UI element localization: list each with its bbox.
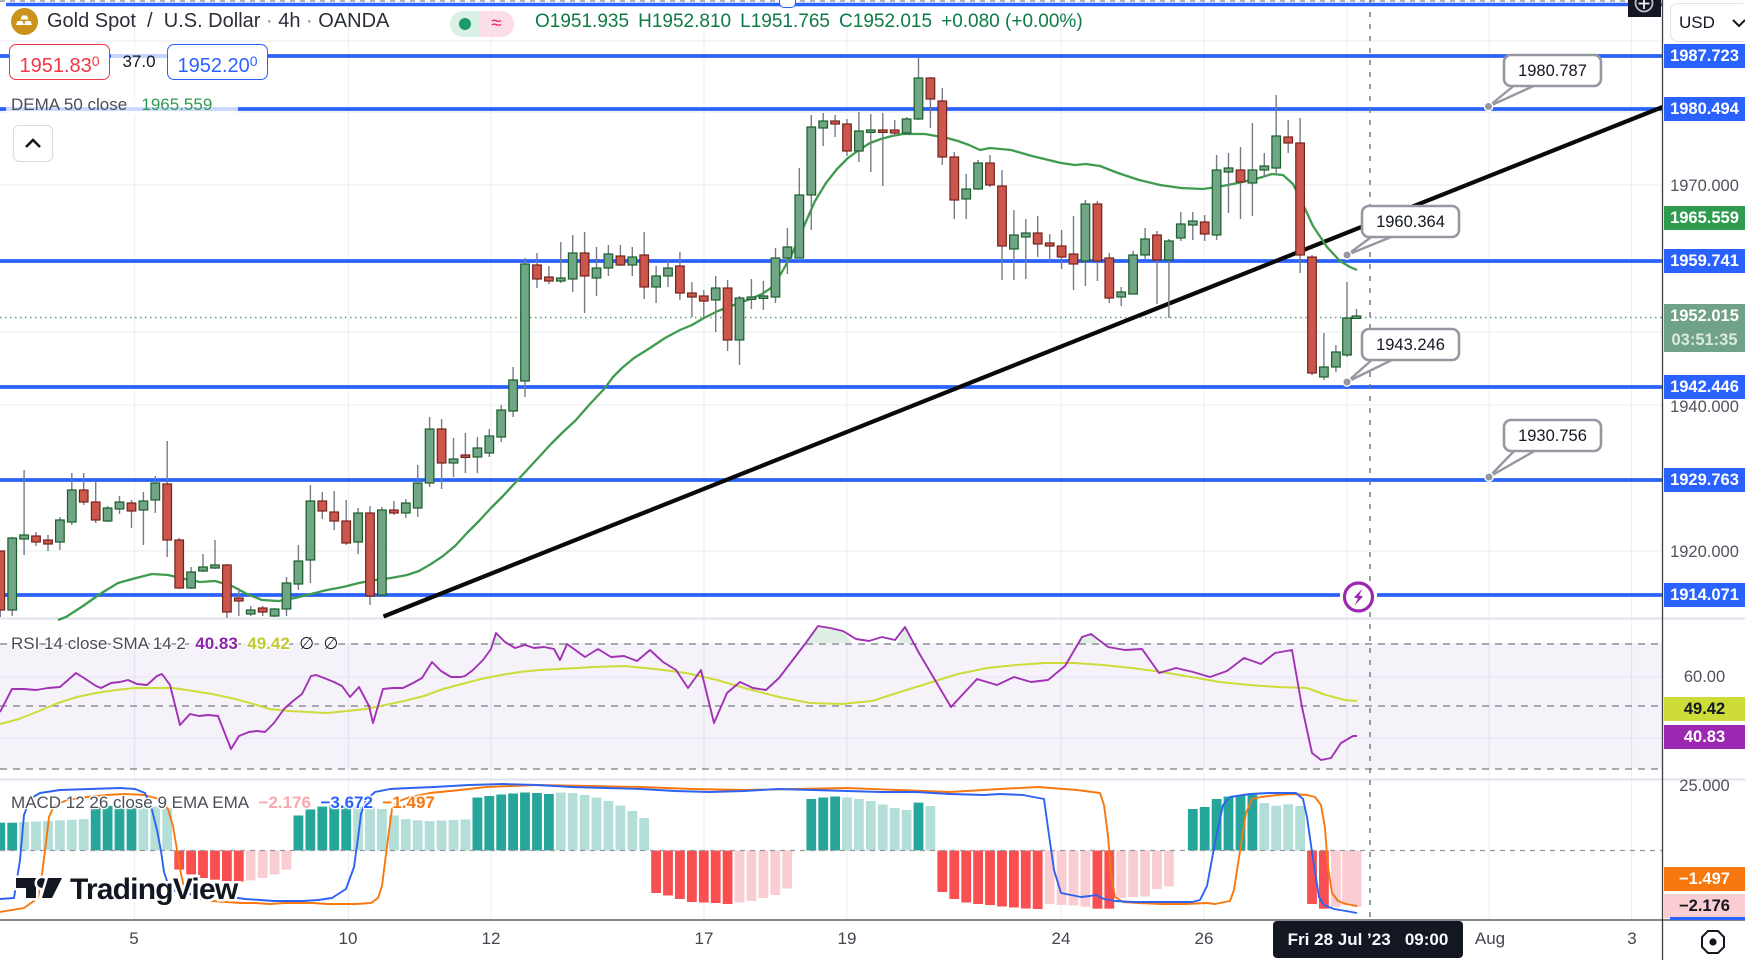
svg-text:1980.787: 1980.787 (1518, 62, 1587, 80)
svg-text:1930.756: 1930.756 (1518, 427, 1587, 445)
svg-text:TradingView: TradingView (70, 873, 239, 906)
svg-text:1943.246: 1943.246 (1376, 336, 1445, 354)
svg-text:1960.364: 1960.364 (1376, 213, 1445, 231)
